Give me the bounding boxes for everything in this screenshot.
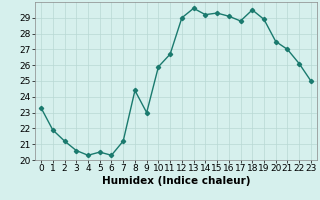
X-axis label: Humidex (Indice chaleur): Humidex (Indice chaleur) <box>102 176 250 186</box>
